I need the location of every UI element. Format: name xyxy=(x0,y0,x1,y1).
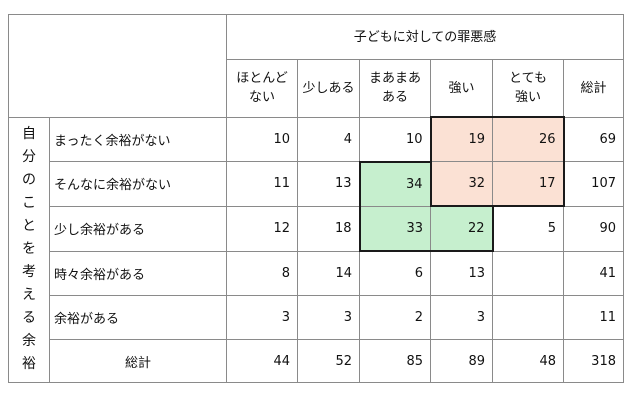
table-cell-highlighted: 33 xyxy=(358,205,431,252)
row-label: そんなに余裕がない xyxy=(49,161,227,207)
table-cell: 13 xyxy=(430,250,493,296)
row-label: 時々余裕がある xyxy=(49,250,227,296)
table-cell xyxy=(492,295,564,340)
column-header: ほとんど ない xyxy=(226,59,298,118)
table-cell-highlighted: 19 xyxy=(429,116,493,162)
table-cell-highlighted: 26 xyxy=(492,116,565,162)
total-cell: 85 xyxy=(359,339,431,383)
total-row: 総計 44 52 85 89 48 318 xyxy=(9,339,624,383)
table-cell: 12 xyxy=(226,205,298,252)
table-cell-highlighted: 17 xyxy=(492,161,565,207)
table-row: 少し余裕がある 12 18 33 22 5 90 xyxy=(9,205,624,252)
table-cell: 4 xyxy=(297,116,360,162)
crosstab-table: 子どもに対しての罪悪感 ほとんど ない 少しある まあまあ ある 強い とても … xyxy=(8,14,624,383)
row-label: 余裕がある xyxy=(49,295,227,340)
grand-total-cell: 318 xyxy=(563,339,624,383)
table-cell-total: 41 xyxy=(563,250,624,296)
table-cell-highlighted: 34 xyxy=(358,160,431,207)
header-group-row: 子どもに対しての罪悪感 xyxy=(8,14,624,118)
table-cell-highlighted: 22 xyxy=(430,205,494,252)
row-label: 少し余裕がある xyxy=(49,205,227,252)
column-header-total: 総計 xyxy=(563,59,624,118)
table-cell-total: 69 xyxy=(563,116,624,162)
column-header: 強い xyxy=(430,59,493,118)
table-cell: 5 xyxy=(492,205,564,252)
table-cell: 8 xyxy=(226,250,298,296)
table-cell: 6 xyxy=(359,250,431,296)
table-cell: 10 xyxy=(226,116,298,162)
table-cell xyxy=(492,250,564,296)
table-cell-total: 11 xyxy=(563,295,624,340)
column-header: とても 強い xyxy=(492,59,564,118)
table-cell: 3 xyxy=(297,295,360,340)
column-group-header: 子どもに対しての罪悪感 xyxy=(226,14,624,60)
total-row-label: 総計 xyxy=(49,339,227,383)
table-cell: 2 xyxy=(359,295,431,340)
table-row: そんなに余裕がない 11 13 34 32 17 107 xyxy=(9,160,624,207)
total-cell: 89 xyxy=(430,339,493,383)
table-cell: 18 xyxy=(297,205,360,252)
table-cell: 13 xyxy=(297,161,360,207)
table-cell-total: 107 xyxy=(563,161,624,207)
table-cell: 3 xyxy=(430,295,493,340)
total-cell: 44 xyxy=(226,339,298,383)
column-header-row: ほとんど ない 少しある まあまあ ある 強い とても 強い 総計 xyxy=(9,59,624,118)
table-cell-highlighted: 32 xyxy=(429,161,493,207)
table-row: 余裕がある 3 3 2 3 11 xyxy=(9,295,624,340)
row-group-label: 自分のことを考える余裕 xyxy=(8,116,50,383)
total-cell: 48 xyxy=(492,339,564,383)
table-cell: 3 xyxy=(226,295,298,340)
table-cell: 10 xyxy=(359,116,431,162)
table-cell: 11 xyxy=(226,161,298,207)
corner-cell xyxy=(8,14,227,118)
table-cell-total: 90 xyxy=(563,205,624,252)
table-row: 自分のことを考える余裕 まったく余裕がない 10 4 10 19 26 69 xyxy=(8,116,624,383)
table-row: 時々余裕がある 8 14 6 13 41 xyxy=(9,250,624,296)
table-cell: 14 xyxy=(297,250,360,296)
row-label: まったく余裕がない xyxy=(49,116,227,162)
total-cell: 52 xyxy=(297,339,360,383)
column-header: 少しある xyxy=(297,59,360,118)
column-header: まあまあ ある xyxy=(359,59,431,118)
